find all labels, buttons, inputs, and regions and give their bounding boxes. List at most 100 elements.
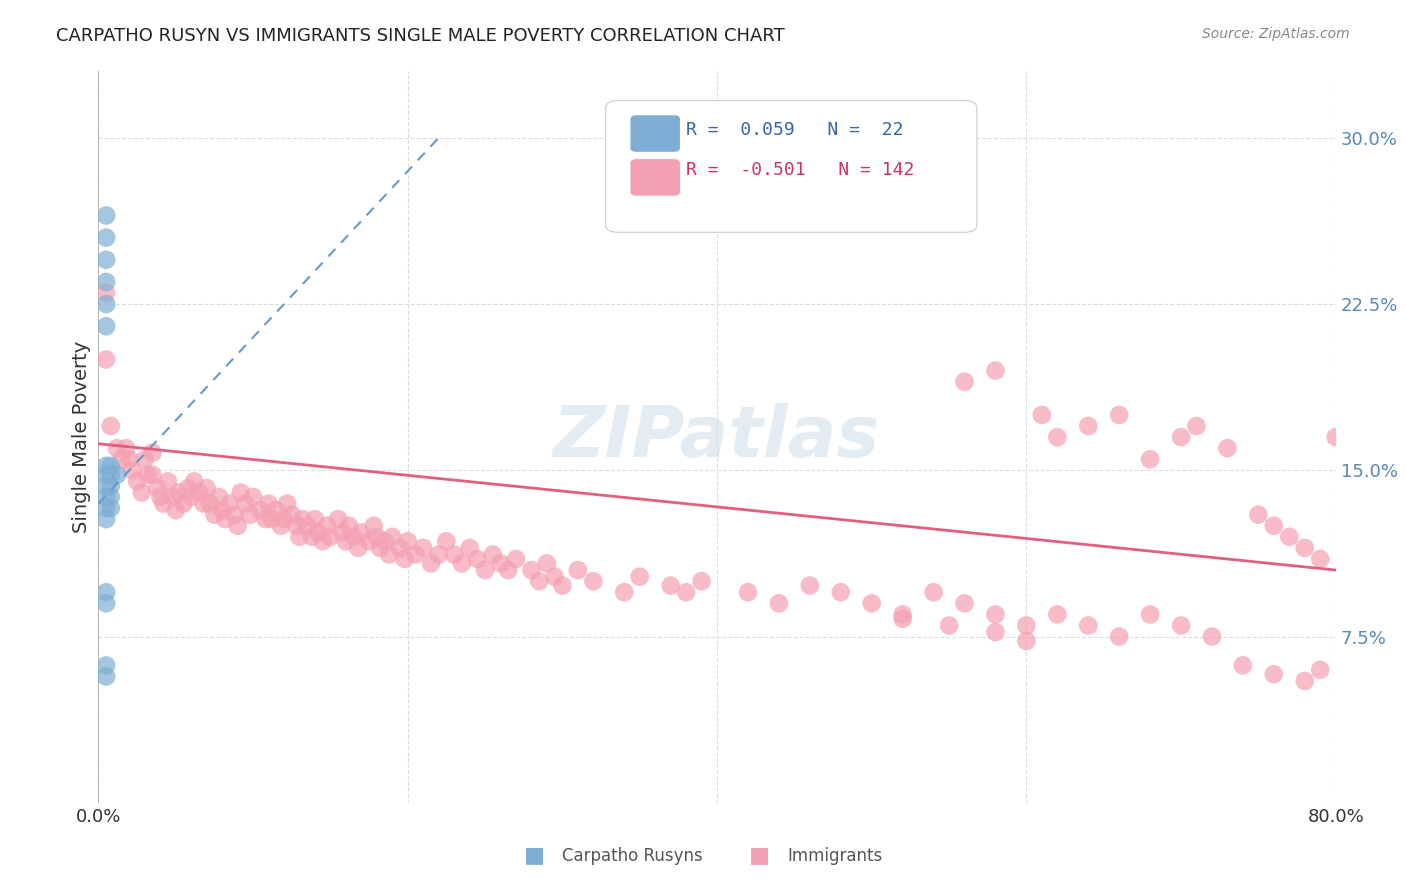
- Point: [134, 452, 156, 467]
- Point: [250, 503, 273, 517]
- Point: [226, 518, 249, 533]
- Point: [131, 485, 153, 500]
- Text: ■: ■: [749, 846, 769, 865]
- Point: [984, 363, 1007, 377]
- Point: [363, 518, 385, 533]
- Point: [177, 481, 200, 495]
- Point: [481, 548, 505, 562]
- Point: [96, 658, 118, 673]
- Point: [260, 512, 283, 526]
- Point: [316, 518, 339, 533]
- Point: [312, 534, 335, 549]
- Point: [319, 530, 342, 544]
- Point: [443, 548, 465, 562]
- Point: [105, 441, 128, 455]
- Point: [381, 530, 404, 544]
- Point: [394, 552, 416, 566]
- Point: [337, 518, 360, 533]
- Point: [690, 574, 713, 589]
- Point: [1294, 673, 1316, 688]
- Point: [96, 669, 118, 683]
- Point: [613, 585, 636, 599]
- Point: [378, 548, 401, 562]
- Point: [115, 441, 138, 455]
- Point: [1263, 518, 1285, 533]
- Point: [1247, 508, 1270, 522]
- FancyBboxPatch shape: [630, 159, 681, 195]
- Point: [183, 475, 205, 489]
- Point: [1046, 607, 1069, 622]
- Point: [198, 497, 221, 511]
- Point: [1185, 419, 1208, 434]
- Point: [96, 458, 118, 473]
- Point: [281, 508, 304, 522]
- Point: [288, 530, 311, 544]
- Point: [366, 530, 388, 544]
- Point: [127, 475, 149, 489]
- Point: [152, 497, 174, 511]
- Point: [891, 612, 914, 626]
- Point: [467, 552, 489, 566]
- Point: [1015, 618, 1038, 632]
- Point: [96, 297, 118, 311]
- Point: [172, 497, 194, 511]
- Point: [276, 497, 298, 511]
- Point: [96, 285, 118, 300]
- Point: [427, 548, 450, 562]
- Point: [1077, 419, 1099, 434]
- Point: [96, 501, 118, 516]
- Point: [419, 557, 441, 571]
- Point: [297, 518, 319, 533]
- Point: [180, 490, 202, 504]
- Point: [96, 275, 118, 289]
- Point: [100, 501, 122, 516]
- Point: [536, 557, 558, 571]
- Point: [96, 319, 118, 334]
- Point: [100, 467, 122, 482]
- Point: [1232, 658, 1254, 673]
- Point: [121, 463, 143, 477]
- Point: [242, 490, 264, 504]
- Point: [374, 534, 396, 549]
- Point: [1309, 663, 1331, 677]
- Point: [675, 585, 697, 599]
- Point: [96, 467, 118, 482]
- Point: [938, 618, 960, 632]
- Point: [1031, 408, 1053, 422]
- Point: [412, 541, 434, 555]
- Point: [529, 574, 551, 589]
- Point: [567, 563, 589, 577]
- Point: [157, 475, 180, 489]
- Point: [239, 508, 262, 522]
- Point: [1077, 618, 1099, 632]
- Point: [1170, 618, 1192, 632]
- Point: [659, 578, 682, 592]
- Point: [737, 585, 759, 599]
- Point: [628, 570, 651, 584]
- Point: [582, 574, 605, 589]
- Text: ZIPatlas: ZIPatlas: [554, 402, 880, 472]
- Point: [229, 485, 252, 500]
- Point: [450, 557, 472, 571]
- Point: [1324, 430, 1347, 444]
- Point: [96, 230, 118, 244]
- Point: [343, 530, 366, 544]
- Text: Immigrants: Immigrants: [787, 847, 883, 865]
- Y-axis label: Single Male Poverty: Single Male Poverty: [73, 341, 91, 533]
- Text: Carpatho Rusyns: Carpatho Rusyns: [562, 847, 703, 865]
- Point: [368, 541, 391, 555]
- Point: [193, 497, 215, 511]
- Point: [219, 497, 242, 511]
- Point: [357, 534, 380, 549]
- Point: [458, 541, 481, 555]
- Point: [1139, 452, 1161, 467]
- Point: [1309, 552, 1331, 566]
- Point: [1278, 530, 1301, 544]
- Text: ■: ■: [524, 846, 544, 865]
- Point: [96, 209, 118, 223]
- Point: [233, 497, 257, 511]
- Point: [167, 485, 190, 500]
- Point: [1015, 634, 1038, 648]
- Point: [984, 607, 1007, 622]
- Point: [162, 490, 184, 504]
